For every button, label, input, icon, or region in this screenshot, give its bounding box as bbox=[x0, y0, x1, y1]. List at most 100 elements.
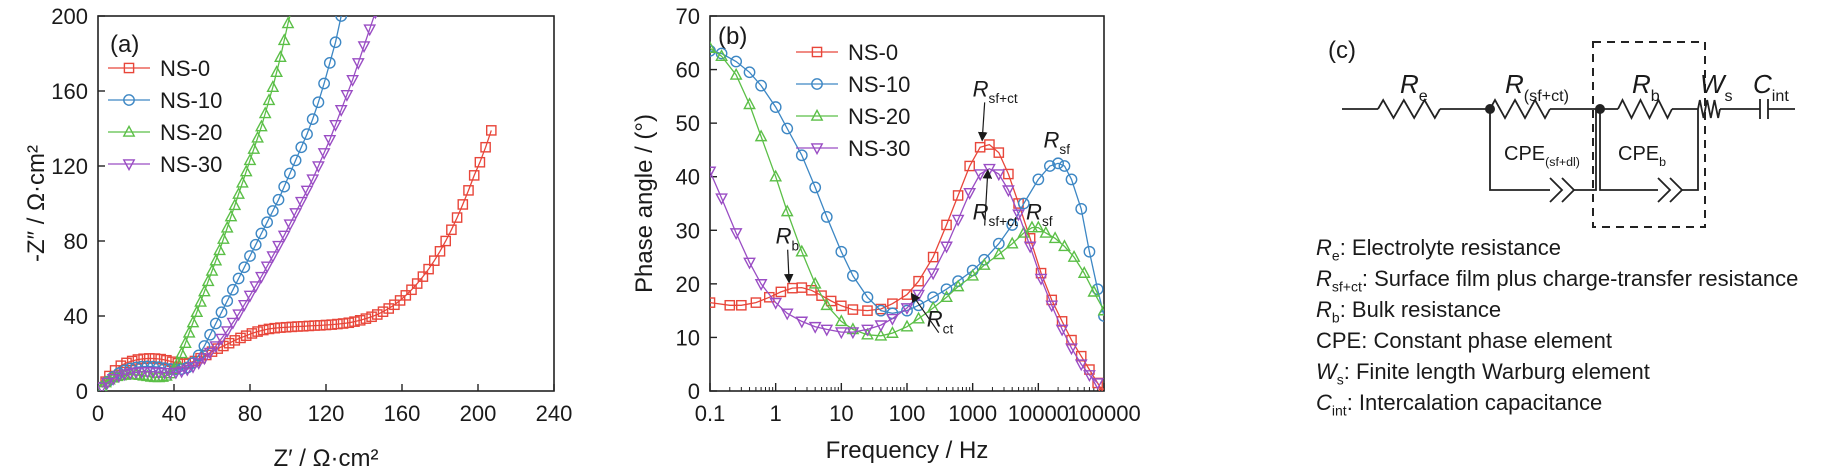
data-point bbox=[457, 199, 469, 210]
data-layer bbox=[98, 3, 497, 391]
data-point bbox=[1052, 157, 1065, 170]
data-point bbox=[263, 323, 275, 335]
data-point bbox=[446, 224, 457, 236]
data-point bbox=[901, 304, 913, 317]
data-point bbox=[754, 129, 768, 142]
data-point bbox=[780, 308, 794, 321]
x-tick-label: 0 bbox=[92, 401, 104, 426]
data-point bbox=[258, 106, 272, 119]
data-point bbox=[249, 281, 263, 294]
data-point bbox=[1031, 220, 1045, 233]
data-point bbox=[755, 79, 767, 92]
data-point bbox=[480, 141, 491, 153]
equivalent-circuit-diagram: (c) Re R(sf+ct) Rb Ws Cint CPE(sf+dl) CPEb bbox=[1328, 37, 1795, 228]
data-point bbox=[1006, 219, 1019, 231]
data-point bbox=[951, 279, 965, 292]
data-point bbox=[993, 147, 1005, 158]
x-tick-label: 80 bbox=[238, 401, 262, 426]
circuit-legend-item: CPE: Constant phase element bbox=[1316, 328, 1612, 353]
y-tick-label: 0 bbox=[688, 379, 700, 404]
data-point bbox=[306, 174, 320, 187]
legend-marker bbox=[123, 62, 135, 74]
data-point bbox=[874, 328, 888, 341]
data-point bbox=[186, 361, 200, 374]
legend-marker bbox=[811, 78, 823, 90]
data-point bbox=[169, 367, 183, 380]
data-point bbox=[816, 290, 827, 301]
annotation-label: Rct bbox=[927, 307, 954, 337]
data-point bbox=[1012, 209, 1025, 222]
data-point bbox=[238, 261, 251, 274]
annotation-arrow bbox=[982, 168, 993, 226]
cpe2-symbol bbox=[1657, 177, 1684, 203]
data-point bbox=[287, 3, 297, 13]
data-point bbox=[226, 283, 239, 296]
data-point bbox=[247, 142, 261, 154]
data-point bbox=[246, 328, 258, 339]
data-point bbox=[323, 134, 337, 147]
label-cpe1: CPE(sf+dl) bbox=[1504, 143, 1580, 169]
legend-marker bbox=[123, 94, 135, 106]
data-point bbox=[486, 125, 497, 136]
data-point bbox=[874, 320, 888, 333]
annotation-label: Rsf+ct bbox=[973, 76, 1018, 106]
data-point bbox=[274, 50, 287, 63]
data-point bbox=[417, 271, 429, 282]
data-point bbox=[317, 148, 331, 160]
data-point bbox=[251, 130, 264, 143]
legend-label: NS-30 bbox=[848, 136, 910, 161]
annotation-label: Rsf bbox=[1044, 127, 1071, 157]
data-point bbox=[292, 321, 303, 332]
data-point bbox=[236, 175, 249, 188]
data-point bbox=[1067, 249, 1081, 262]
x-tick-label: 10 bbox=[829, 401, 853, 426]
data-point bbox=[326, 319, 338, 330]
data-point bbox=[754, 279, 768, 291]
data-point bbox=[886, 326, 899, 338]
data-point bbox=[215, 306, 228, 319]
data-point bbox=[266, 80, 280, 93]
data-point bbox=[340, 89, 354, 102]
data-point bbox=[710, 166, 717, 179]
series-line bbox=[101, 130, 492, 388]
data-point bbox=[1032, 173, 1045, 186]
rb-resistor bbox=[1617, 97, 1673, 121]
data-point bbox=[795, 149, 808, 162]
data-point bbox=[194, 294, 207, 307]
legend-marker bbox=[810, 143, 824, 156]
circuit-legend-item: Cint: Intercalation capacitance bbox=[1316, 390, 1603, 419]
data-point bbox=[360, 313, 372, 324]
circuit-legend-item: Rb: Bulk resistance bbox=[1316, 297, 1502, 326]
data-point bbox=[951, 214, 965, 227]
data-point bbox=[1075, 202, 1088, 215]
data-point bbox=[243, 153, 257, 166]
warburg-element bbox=[1697, 99, 1721, 119]
data-point bbox=[977, 258, 991, 270]
data-point bbox=[769, 297, 783, 310]
data-point bbox=[1045, 300, 1059, 313]
data-point bbox=[1039, 225, 1053, 238]
x-tick-label: 100000 bbox=[1067, 401, 1140, 426]
legend-label: NS-20 bbox=[160, 120, 222, 145]
data-point bbox=[820, 210, 833, 223]
data-point bbox=[820, 324, 834, 337]
data-point bbox=[198, 340, 211, 352]
data-point bbox=[463, 185, 474, 196]
data-point bbox=[372, 309, 383, 320]
annotation-label: Rsf+ct bbox=[973, 200, 1018, 230]
data-point bbox=[926, 300, 940, 313]
data-point bbox=[1003, 168, 1014, 180]
label-rsfct: R(sf+ct) bbox=[1505, 69, 1569, 105]
data-point bbox=[769, 101, 782, 113]
data-point bbox=[198, 353, 211, 366]
data-point bbox=[201, 274, 215, 287]
annotation-label: Rb bbox=[776, 224, 799, 254]
y-tick-label: 70 bbox=[676, 4, 700, 29]
data-point bbox=[730, 55, 743, 68]
data-point bbox=[240, 330, 252, 341]
data-point bbox=[261, 216, 273, 229]
data-point bbox=[294, 196, 308, 209]
y-tick-label: 60 bbox=[676, 58, 700, 83]
data-point bbox=[232, 272, 245, 285]
